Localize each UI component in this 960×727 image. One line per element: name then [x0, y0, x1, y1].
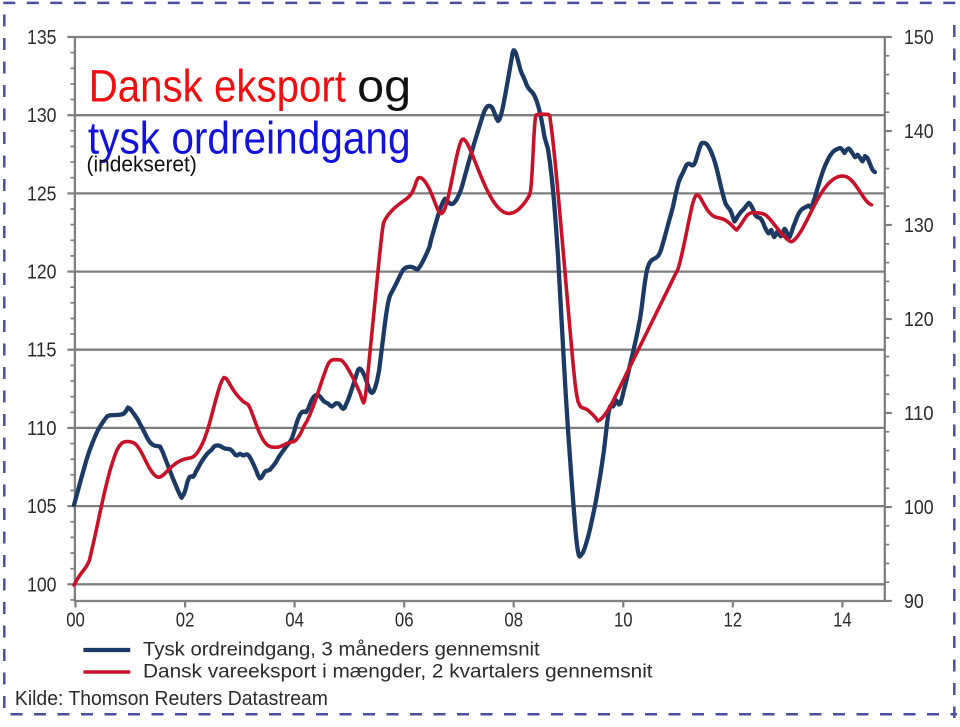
- svg-text:110: 110: [904, 403, 934, 425]
- svg-text:08: 08: [504, 610, 523, 632]
- svg-text:06: 06: [395, 610, 414, 632]
- svg-text:Tysk ordreindgang, 3 måneders: Tysk ordreindgang, 3 måneders gennemsnit: [143, 639, 540, 661]
- svg-text:12: 12: [724, 610, 743, 632]
- svg-text:110: 110: [27, 418, 57, 440]
- svg-text:10: 10: [614, 610, 633, 632]
- svg-text:04: 04: [285, 610, 304, 632]
- svg-text:125: 125: [27, 183, 57, 205]
- svg-text:120: 120: [27, 262, 57, 284]
- svg-text:130: 130: [904, 215, 934, 237]
- svg-text:(indekseret): (indekseret): [87, 152, 197, 177]
- svg-text:og: og: [357, 61, 411, 112]
- svg-text:100: 100: [27, 574, 57, 596]
- svg-text:02: 02: [176, 610, 195, 632]
- svg-text:tysk ordreindgang: tysk ordreindgang: [88, 113, 411, 164]
- svg-text:115: 115: [27, 340, 57, 362]
- svg-text:140: 140: [904, 121, 934, 143]
- svg-text:Kilde: Thomson Reuters Datastr: Kilde: Thomson Reuters Datastream: [15, 687, 328, 710]
- svg-text:Dansk eksport: Dansk eksport: [89, 61, 347, 112]
- svg-text:00: 00: [66, 610, 85, 632]
- svg-text:130: 130: [27, 105, 57, 127]
- svg-text:100: 100: [904, 497, 934, 519]
- svg-text:105: 105: [27, 496, 57, 518]
- svg-text:135: 135: [27, 27, 57, 49]
- svg-text:150: 150: [904, 27, 934, 49]
- svg-text:14: 14: [833, 610, 852, 632]
- svg-text:Dansk vareeksport i mængder, 2: Dansk vareeksport i mængder, 2 kvartaler…: [143, 661, 653, 683]
- svg-text:120: 120: [904, 309, 934, 331]
- svg-text:90: 90: [904, 591, 924, 613]
